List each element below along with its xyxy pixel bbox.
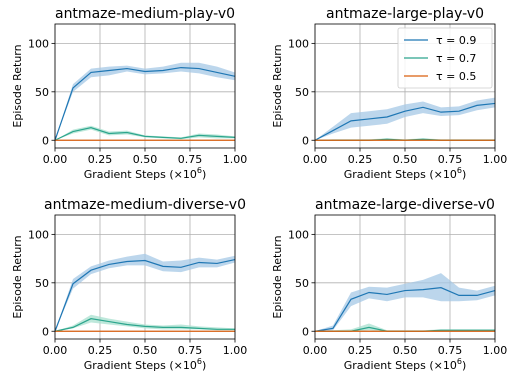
- x-axis-label: Gradient Steps (×106): [84, 166, 207, 181]
- x-tick-label: 0.75: [438, 153, 463, 166]
- chart-panel-3: 0.00 0.25 0.50 0.75 1.00 0 50 100 antmaze-medium…: [11, 197, 247, 372]
- y-tick-label: 100: [288, 37, 309, 50]
- series-line-1: [54, 66, 236, 141]
- x-tick-label: 1.00: [223, 153, 248, 166]
- series-line-2: [54, 318, 235, 332]
- plot-frame: [54, 214, 236, 340]
- y-tick-label: 0: [302, 325, 309, 338]
- x-axis-label: Gradient Steps (×106): [344, 166, 467, 181]
- x-axis-label: Gradient Steps (×106): [84, 357, 207, 372]
- x-tick-label: 0.75: [438, 344, 463, 357]
- x-tick-label: 1.00: [223, 344, 248, 357]
- x-tick-label: 1.00: [483, 344, 508, 357]
- y-axis-label: Episode Return: [271, 235, 284, 318]
- y-tick-label: 50: [295, 86, 309, 99]
- x-axis-label-exponent: 6: [197, 357, 202, 366]
- y-axis-label: Episode Return: [11, 44, 24, 127]
- plot-frame: [314, 214, 496, 340]
- series-band-2: [55, 314, 235, 332]
- x-tick-label: 0.00: [303, 153, 328, 166]
- series-band-1: [55, 62, 235, 141]
- legend: τ = 0.9 τ = 0.7 τ = 0.5: [397, 27, 493, 89]
- chart-title: antmaze-medium-diverse-v0: [44, 197, 246, 213]
- x-axis-label-exponent: 6: [197, 166, 202, 175]
- series-line-2: [54, 127, 236, 141]
- y-tick-label: 0: [302, 134, 309, 147]
- y-tick-label: 100: [28, 228, 49, 241]
- y-axis-label: Episode Return: [11, 235, 24, 318]
- chart-panel-4: 0.00 0.25 0.50 0.75 1.00 0 50 100 antmaze-large-…: [271, 197, 507, 372]
- x-tick-label: 0.25: [88, 344, 113, 357]
- x-tick-label: 0.50: [393, 344, 418, 357]
- series-band-1: [55, 253, 235, 332]
- y-axis-label: Episode Return: [271, 44, 284, 127]
- chart-title: antmaze-large-diverse-v0: [315, 197, 495, 213]
- legend-label-3: τ = 0.5: [436, 70, 476, 83]
- x-axis-label-main: Gradient Steps (×10: [84, 168, 197, 181]
- x-axis-label-end: ): [202, 168, 206, 181]
- series-line-1: [314, 102, 496, 141]
- x-tick-label: 0.00: [43, 344, 68, 357]
- series-band-1: [315, 97, 495, 141]
- x-axis-label-main: Gradient Steps (×10: [84, 359, 197, 372]
- legend-label-2: τ = 0.7: [436, 52, 476, 65]
- x-axis-label: Gradient Steps (×106): [344, 357, 467, 372]
- chart-title: antmaze-medium-play-v0: [55, 6, 235, 22]
- x-axis-label-end: ): [462, 359, 466, 372]
- x-tick-label: 0.00: [43, 153, 68, 166]
- x-tick-label: 0.25: [88, 153, 113, 166]
- y-tick-label: 50: [35, 277, 49, 290]
- series-band-1: [315, 273, 495, 332]
- chart-title: antmaze-large-play-v0: [326, 6, 484, 22]
- chart-panel-2: 0.00 0.25 0.50 0.75 1.00 0 50 100 antmaze-large-…: [271, 6, 507, 181]
- x-axis-label-main: Gradient Steps (×10: [344, 168, 457, 181]
- x-tick-label: 0.75: [178, 344, 203, 357]
- legend-label-1: τ = 0.9: [436, 34, 476, 47]
- x-axis-label-end: ): [462, 168, 466, 181]
- x-tick-label: 1.00: [483, 153, 508, 166]
- series-line-1: [54, 258, 236, 332]
- x-tick-label: 0.50: [133, 344, 158, 357]
- y-tick-label: 0: [42, 325, 49, 338]
- y-tick-label: 50: [295, 277, 309, 290]
- legend-box: [397, 27, 493, 89]
- x-axis-label-end: ): [202, 359, 206, 372]
- series-line-1: [314, 287, 496, 332]
- x-tick-label: 0.50: [393, 153, 418, 166]
- y-tick-label: 100: [288, 228, 309, 241]
- y-tick-label: 0: [42, 134, 49, 147]
- y-tick-label: 100: [28, 37, 49, 50]
- x-tick-label: 0.25: [348, 153, 373, 166]
- x-tick-label: 0.00: [303, 344, 328, 357]
- x-axis-label-main: Gradient Steps (×10: [344, 359, 457, 372]
- plot-frame: [54, 23, 236, 149]
- chart-panel-1: 0.00 0.25 0.50 0.75 1.00 0 50 100 antmaze-medium…: [11, 6, 247, 181]
- x-tick-label: 0.50: [133, 153, 158, 166]
- plot-frame: [314, 23, 496, 149]
- x-axis-label-exponent: 6: [457, 166, 462, 175]
- x-tick-label: 0.75: [178, 153, 203, 166]
- y-tick-label: 50: [35, 86, 49, 99]
- x-tick-label: 0.25: [348, 344, 373, 357]
- x-axis-label-exponent: 6: [457, 357, 462, 366]
